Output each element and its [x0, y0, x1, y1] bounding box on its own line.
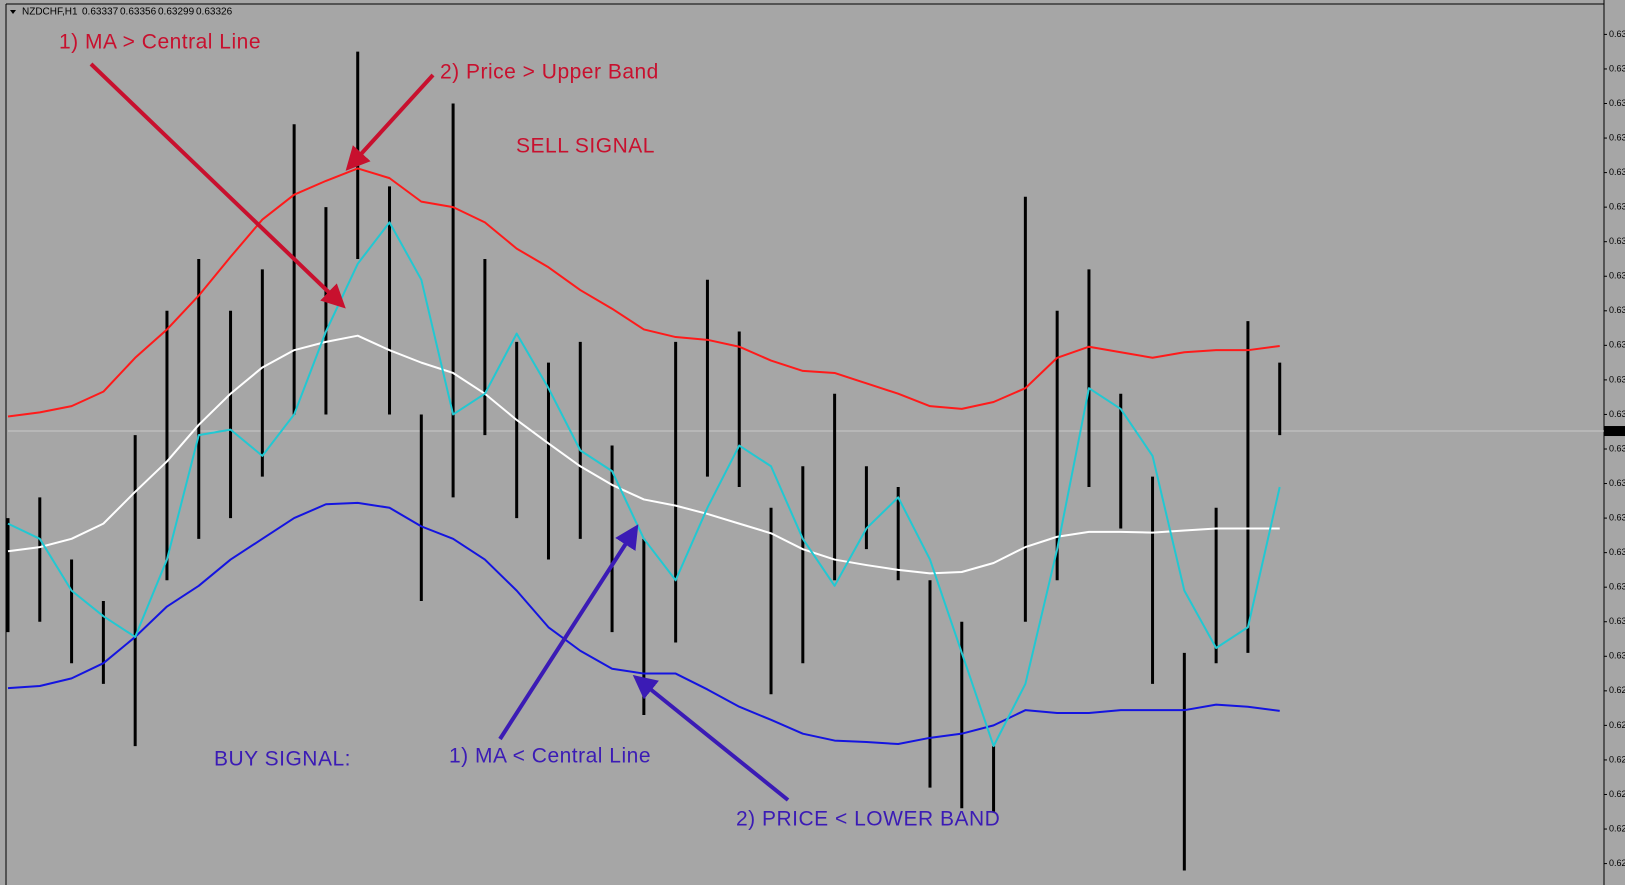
y-tick-label: 0.63: [1609, 167, 1625, 177]
y-tick-label: 0.63: [1609, 512, 1625, 522]
y-tick-label: 0.62: [1609, 720, 1625, 730]
y-tick-label: 0.62: [1609, 754, 1625, 764]
y-tick-label: 0.63: [1609, 547, 1625, 557]
indicator-line: [7, 501, 1280, 746]
annotation: 2) PRICE < LOWER BAND: [736, 808, 1000, 831]
open: 0.63337: [82, 7, 119, 18]
arrow: [632, 674, 790, 802]
y-tick-label: 0.63: [1609, 582, 1625, 592]
price-axis: 0.62 0.62 0.62 0.62 0.62 0.62 0.63 0.63 0.63 0.63…: [1604, 29, 1625, 868]
indicator-line: [7, 334, 1280, 575]
arrow: [498, 524, 639, 741]
y-tick-label: 0.63: [1609, 202, 1625, 212]
arrow: [345, 73, 435, 171]
annotations: 1) MA > Central Line 2) Price > Upper Ban…: [59, 31, 1000, 831]
y-tick-label: 0.62: [1609, 789, 1625, 799]
indicator-line: [7, 221, 1281, 748]
y-tick-label: 0.63: [1609, 616, 1625, 626]
y-tick-label: 0.63: [1609, 29, 1625, 39]
annotation: BUY SIGNAL:: [214, 748, 351, 771]
arrow: [89, 62, 346, 309]
y-tick-label: 0.63: [1609, 305, 1625, 315]
y-tick-label: 0.63: [1609, 374, 1625, 384]
annotation: 1) MA < Central Line: [449, 745, 651, 768]
y-tick-label: 0.62: [1609, 685, 1625, 695]
y-tick-label: 0.62: [1609, 823, 1625, 833]
y-tick-label: 0.63: [1609, 651, 1625, 661]
arrows: [89, 62, 790, 802]
menu-arrow: [10, 10, 16, 14]
y-tick-label: 0.63: [1609, 443, 1625, 453]
y-tick-label: 0.63: [1609, 236, 1625, 246]
y-tick-label: 0.63: [1609, 63, 1625, 73]
annotation: SELL SIGNAL: [516, 135, 655, 158]
current-price-marker: [1604, 426, 1625, 437]
low: 0.63299: [158, 7, 195, 18]
y-tick-label: 0.63: [1609, 132, 1625, 142]
annotation: 2) Price > Upper Band: [440, 61, 659, 84]
close: 0.63326: [196, 7, 233, 18]
y-tick-label: 0.63: [1609, 271, 1625, 281]
annotation: 1) MA > Central Line: [59, 31, 261, 54]
y-tick-label: 0.63: [1609, 478, 1625, 488]
price-bars: [6, 51, 1282, 871]
high: 0.63356: [120, 7, 157, 18]
indicator-lines: [7, 167, 1281, 748]
y-tick-label: 0.63: [1609, 98, 1625, 108]
indicator-line: [7, 167, 1280, 418]
symbol: NZDCHF,H1: [22, 7, 78, 18]
y-tick-label: 0.63: [1609, 409, 1625, 419]
y-tick-label: 0.63: [1609, 340, 1625, 350]
y-tick-label: 0.62: [1609, 858, 1625, 868]
